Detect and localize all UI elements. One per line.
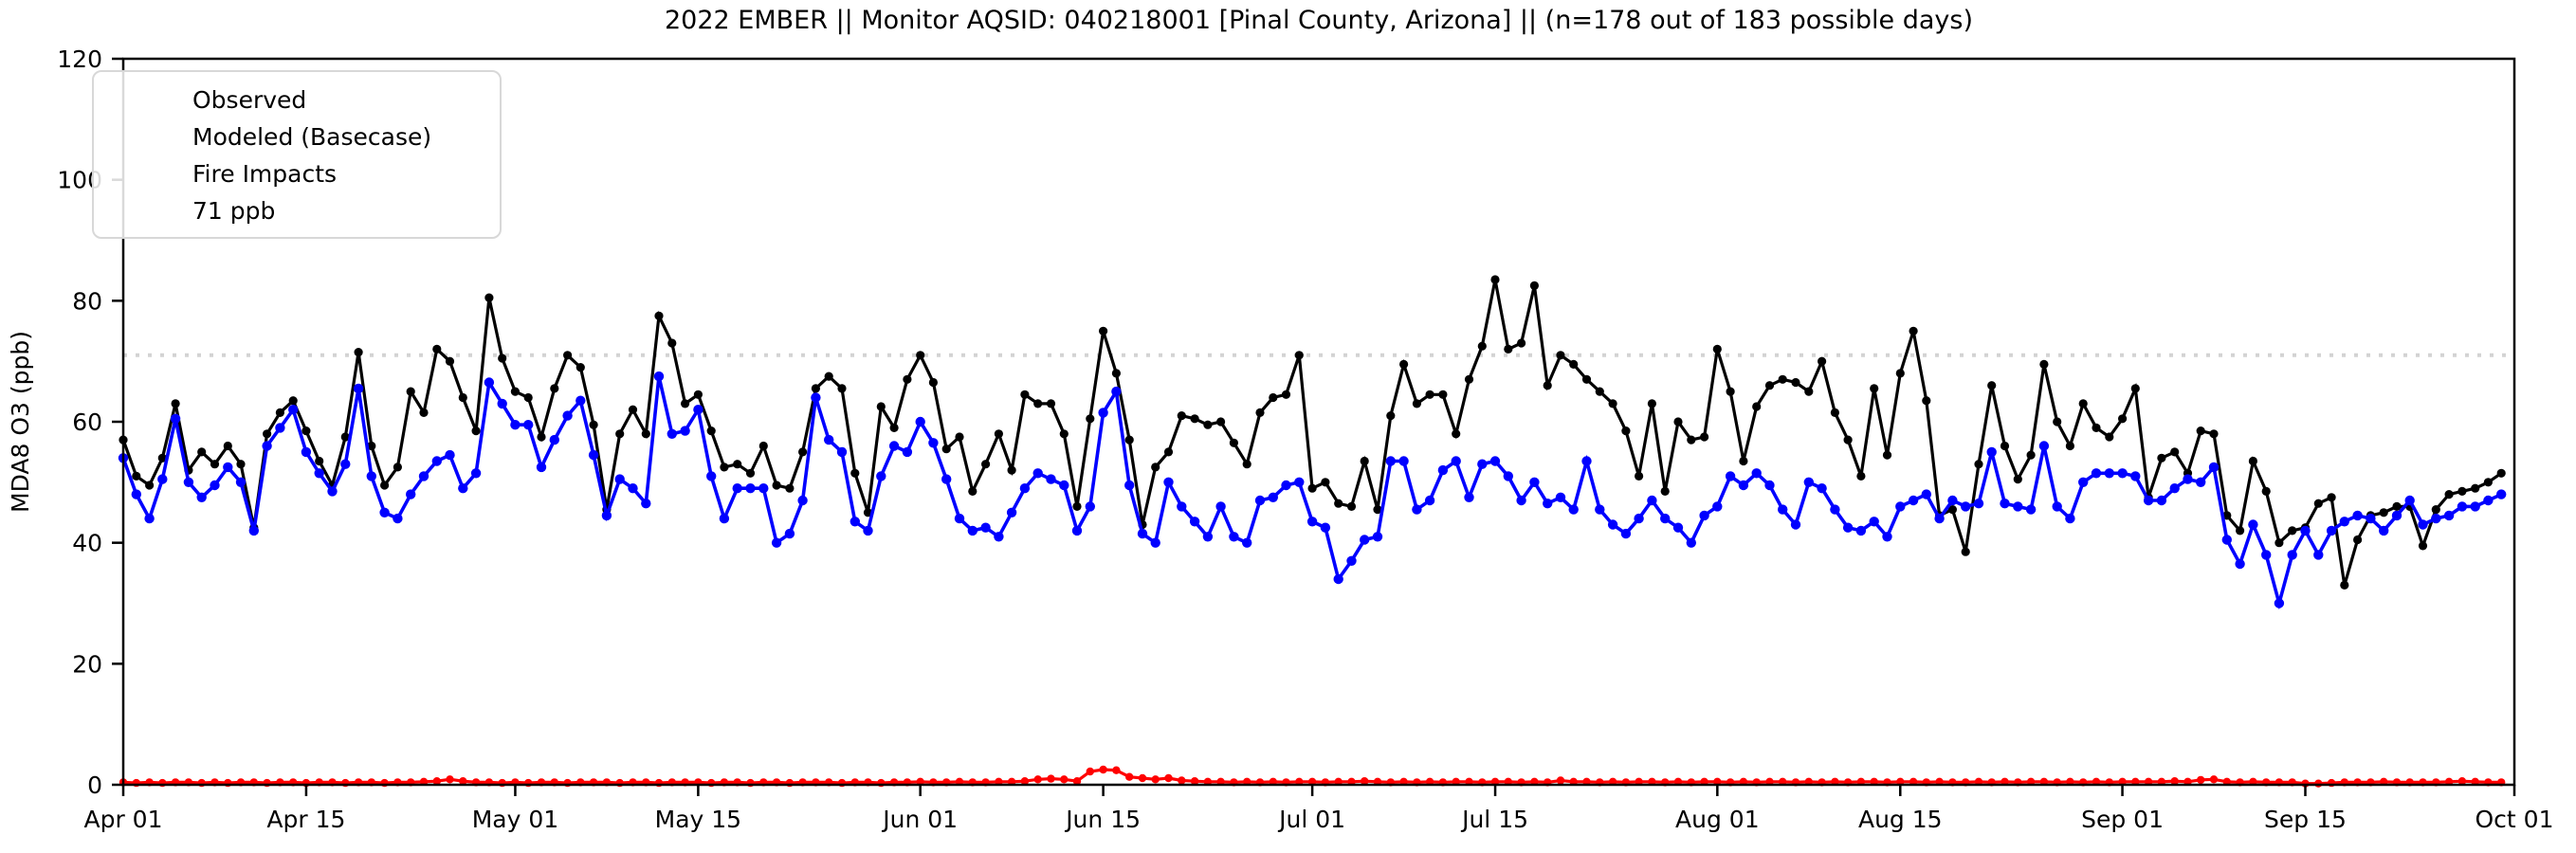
series-observed bbox=[119, 275, 2506, 590]
chart-title: 2022 EMBER || Monitor AQSID: 040218001 [… bbox=[665, 6, 1973, 35]
x-tick-label: Sep 01 bbox=[2081, 806, 2164, 833]
x-tick-label: Sep 15 bbox=[2264, 806, 2347, 833]
y-tick-label: 80 bbox=[72, 287, 102, 315]
x-tick-label: Apr 15 bbox=[266, 806, 345, 833]
x-tick-label: Apr 01 bbox=[83, 806, 162, 833]
legend-box: Observed Modeled (Basecase) Fire Impacts… bbox=[92, 70, 502, 239]
y-tick-label: 0 bbox=[87, 771, 102, 799]
y-tick-label: 40 bbox=[72, 530, 102, 557]
x-tick-label: Jun 15 bbox=[1064, 806, 1141, 833]
legend-item-observed: Observed bbox=[109, 82, 500, 118]
x-tick-label: Jul 01 bbox=[1277, 806, 1345, 833]
x-tick-label: Aug 15 bbox=[1858, 806, 1943, 833]
legend-item-modeled: Modeled (Basecase) bbox=[109, 118, 500, 154]
legend-item-fire: Fire Impacts bbox=[109, 156, 500, 192]
x-tick-label: Oct 01 bbox=[2476, 806, 2554, 833]
x-tick-label: Jul 15 bbox=[1460, 806, 1528, 833]
legend-label-modeled: Modeled (Basecase) bbox=[192, 122, 432, 151]
x-tick-label: Jun 01 bbox=[881, 806, 958, 833]
legend-label-fire: Fire Impacts bbox=[192, 160, 338, 189]
x-axis-ticks: Apr 01 Apr 15 May 01 May 15 Jun 01 Jun 15 Jul … bbox=[83, 785, 2553, 833]
legend-item-refline: 71 ppb bbox=[109, 193, 500, 229]
y-tick-label: 20 bbox=[72, 650, 102, 678]
y-tick-label: 60 bbox=[72, 408, 102, 436]
legend-label-observed: Observed bbox=[192, 85, 307, 114]
y-axis-label: MDA8 O3 (ppb) bbox=[7, 331, 34, 513]
y-tick-label: 120 bbox=[57, 45, 102, 73]
x-tick-label: May 01 bbox=[472, 806, 558, 833]
legend-label-refline: 71 ppb bbox=[192, 197, 276, 226]
x-tick-label: May 15 bbox=[655, 806, 741, 833]
series-modeled-basecase- bbox=[118, 371, 2507, 610]
x-tick-label: Aug 01 bbox=[1675, 806, 1760, 833]
